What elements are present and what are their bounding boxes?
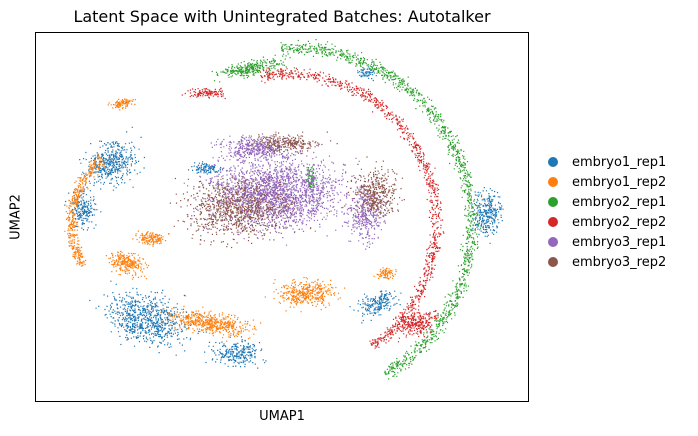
- umap-scatter: [64, 39, 504, 380]
- legend-label: embryo3_rep2: [572, 254, 667, 270]
- scatter-points: [64, 66, 504, 369]
- legend: embryo1_rep1 embryo1_rep2 embryo2_rep1 e…: [548, 152, 666, 272]
- series-embryo1-rep1-points: [64, 66, 504, 369]
- chart-title: Latent Space with Unintegrated Batches: …: [73, 7, 491, 26]
- legend-entry-embryo1-rep2: embryo1_rep2: [548, 172, 666, 192]
- legend-label: embryo2_rep1: [572, 194, 667, 210]
- legend-marker: [548, 157, 558, 167]
- legend-marker: [548, 257, 558, 267]
- legend-entry-embryo3-rep1: embryo3_rep1: [548, 232, 666, 252]
- legend-label: embryo1_rep2: [572, 174, 667, 190]
- legend-label: embryo2_rep2: [572, 214, 667, 230]
- legend-marker: [548, 237, 558, 247]
- legend-marker: [548, 217, 558, 227]
- legend-entry-embryo3-rep2: embryo3_rep2: [548, 252, 666, 272]
- scatter-points: [181, 67, 445, 349]
- x-axis-label: UMAP1: [259, 409, 305, 424]
- legend-marker: [548, 177, 558, 187]
- series-embryo2-rep2-points: [181, 67, 445, 349]
- legend-entry-embryo1-rep1: embryo1_rep1: [548, 152, 666, 172]
- y-axis-label: UMAP2: [8, 194, 24, 240]
- legend-entry-embryo2-rep1: embryo2_rep1: [548, 192, 666, 212]
- legend-label: embryo1_rep1: [572, 154, 667, 170]
- legend-label: embryo3_rep1: [572, 234, 667, 250]
- scatter-points: [211, 39, 482, 380]
- legend-marker: [548, 197, 558, 207]
- series-embryo2-rep1-points: [211, 39, 482, 380]
- legend-entry-embryo2-rep2: embryo2_rep2: [548, 212, 666, 232]
- plot-area: [35, 32, 529, 402]
